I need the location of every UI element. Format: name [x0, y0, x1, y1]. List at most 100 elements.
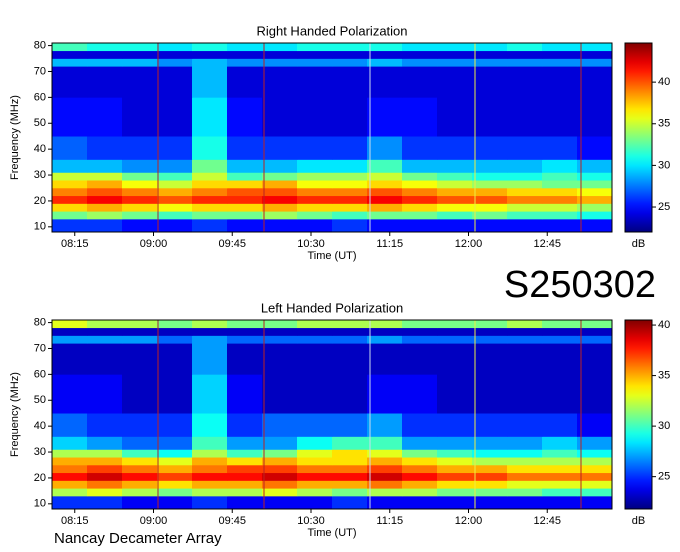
heatmap-cell [472, 203, 508, 212]
heatmap-cell [227, 413, 263, 437]
colorbar [624, 319, 653, 510]
heatmap-cell [122, 449, 158, 458]
heatmap-cell [577, 187, 613, 197]
heatmap-cell [367, 320, 403, 329]
heatmap-cell [87, 472, 123, 481]
heatmap-cell [402, 472, 438, 481]
heatmap-cell [332, 343, 368, 375]
heatmap-cell [157, 211, 193, 220]
heatmap-cell [437, 464, 473, 474]
heatmap-cell [122, 43, 158, 52]
heatmap-cell [402, 413, 438, 437]
y-tick-label: 70 [34, 342, 46, 354]
y-tick-label: 40 [34, 420, 46, 432]
heatmap-cell [507, 211, 543, 220]
heatmap-cell [87, 58, 123, 67]
heatmap-cell [227, 335, 263, 344]
plot-frame [51, 319, 613, 510]
heatmap-cell [192, 159, 228, 173]
heatmap-cell [577, 496, 613, 510]
heatmap-cell [192, 488, 228, 497]
heatmap-cell [437, 436, 473, 450]
heatmap-cell [122, 180, 158, 189]
heatmap-cell [542, 219, 578, 233]
heatmap-cell [87, 480, 123, 489]
heatmap-cell [192, 496, 228, 510]
heatmap-cell [297, 457, 333, 466]
heatmap-cell [437, 413, 473, 437]
heatmap-cell [87, 50, 123, 59]
heatmap-cell [332, 219, 368, 233]
heatmap-cell [52, 136, 88, 160]
heatmap-cell [262, 219, 298, 233]
heatmap-cell [87, 413, 123, 437]
heatmap-cell [192, 50, 228, 59]
heatmap-cell [192, 472, 228, 481]
heatmap-cell [122, 413, 158, 437]
heatmap-cell [437, 335, 473, 344]
heatmap-cell [542, 480, 578, 489]
heatmap-cell [297, 343, 333, 375]
heatmap-cell [122, 496, 158, 510]
heatmap-cell [402, 335, 438, 344]
heatmap-cell [402, 50, 438, 59]
heatmap-cell [367, 457, 403, 466]
heatmap-cell [262, 97, 298, 137]
heatmap-cell [332, 488, 368, 497]
y-tick-label: 50 [34, 394, 46, 406]
heatmap-cell [402, 159, 438, 173]
heatmap-cell [227, 343, 263, 375]
heatmap-cell [507, 496, 543, 510]
heatmap-cell [402, 195, 438, 204]
heatmap-cell [577, 203, 613, 212]
heatmap-cell [402, 180, 438, 189]
heatmap-cell [87, 327, 123, 336]
heatmap-cell [542, 195, 578, 204]
y-axis-label: Frequency (MHz) [9, 95, 21, 180]
heatmap-cell [87, 464, 123, 474]
heatmap-cell [507, 335, 543, 344]
heatmap-cell [262, 50, 298, 59]
heatmap-cell [577, 374, 613, 414]
heatmap-cell [367, 436, 403, 450]
heatmap-cell [472, 136, 508, 160]
heatmap-cell [262, 43, 298, 52]
heatmap-cell [157, 180, 193, 189]
heatmap-cell [192, 195, 228, 204]
heatmap-cell [262, 436, 298, 450]
heatmap-cell [367, 219, 403, 233]
heatmap-cell [157, 413, 193, 437]
heatmap-cell [192, 335, 228, 344]
heatmap-cell [507, 136, 543, 160]
heatmap-cell [262, 180, 298, 189]
heatmap-cell [507, 159, 543, 173]
heatmap-cell [367, 43, 403, 52]
heatmap-cell [402, 320, 438, 329]
heatmap-cell [227, 66, 263, 98]
heatmap-cell [227, 97, 263, 137]
heatmap-cell [227, 457, 263, 466]
heatmap-cell [437, 66, 473, 98]
heatmap-cell [157, 449, 193, 458]
heatmap-cell [262, 480, 298, 489]
heatmap-cell [577, 472, 613, 481]
heatmap-cell [437, 496, 473, 510]
heatmap-cell [507, 172, 543, 181]
heatmap-cell [402, 327, 438, 336]
heatmap-cell [157, 219, 193, 233]
heatmap-cell [192, 457, 228, 466]
heatmap-cell [402, 66, 438, 98]
heatmap-cell [227, 327, 263, 336]
heatmap-cell [367, 97, 403, 137]
x-tick-label: 11:15 [376, 238, 403, 250]
heatmap-cell [542, 50, 578, 59]
heatmap-cell [472, 219, 508, 233]
heatmap-cell [402, 203, 438, 212]
heatmap-cell [402, 374, 438, 414]
heatmap-cell [297, 43, 333, 52]
heatmap-cell [577, 180, 613, 189]
heatmap-cell [52, 187, 88, 197]
heatmap-cell [542, 58, 578, 67]
heatmap-cell [262, 472, 298, 481]
heatmap-cell [87, 343, 123, 375]
